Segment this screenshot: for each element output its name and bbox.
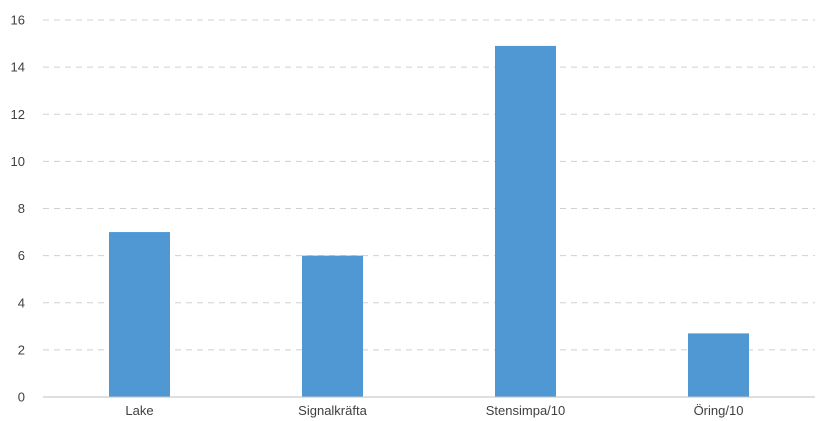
x-axis-labels: Lake Signalkräfta Stensimpa/10 Öring/10 (125, 403, 743, 418)
y-tick-label: 4 (18, 295, 25, 310)
x-category-label: Stensimpa/10 (486, 403, 566, 418)
x-category-label: Lake (125, 403, 153, 418)
x-category-label: Öring/10 (694, 403, 744, 418)
y-tick-label: 8 (18, 201, 25, 216)
y-tick-label: 2 (18, 342, 25, 357)
gridlines (43, 19, 815, 351)
bar-3 (495, 45, 556, 397)
y-axis-ticks: 0 2 4 6 8 10 12 14 16 (11, 13, 25, 405)
bar-1 (109, 232, 170, 397)
y-tick-label: 16 (11, 13, 25, 28)
bars (109, 45, 749, 397)
y-tick-label: 10 (11, 154, 25, 169)
y-tick-label: 0 (18, 390, 25, 405)
y-tick-label: 14 (11, 60, 25, 75)
bar-2 (302, 255, 363, 397)
bar-4 (688, 333, 749, 397)
y-tick-label: 6 (18, 248, 25, 263)
x-category-label: Signalkräfta (298, 403, 367, 418)
y-tick-label: 12 (11, 107, 25, 122)
